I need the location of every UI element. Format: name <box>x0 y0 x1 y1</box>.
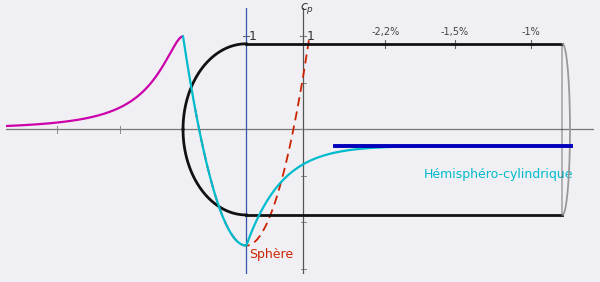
Text: Hémisphéro-cylindrique: Hémisphéro-cylindrique <box>423 168 573 181</box>
Text: -2,2%: -2,2% <box>371 27 400 37</box>
Text: Sphère: Sphère <box>250 248 293 261</box>
Text: 1: 1 <box>249 30 257 43</box>
Text: $c_p$: $c_p$ <box>300 1 314 16</box>
Text: -1%: -1% <box>521 27 540 37</box>
Text: -1,5%: -1,5% <box>441 27 469 37</box>
Text: 1: 1 <box>307 30 314 43</box>
